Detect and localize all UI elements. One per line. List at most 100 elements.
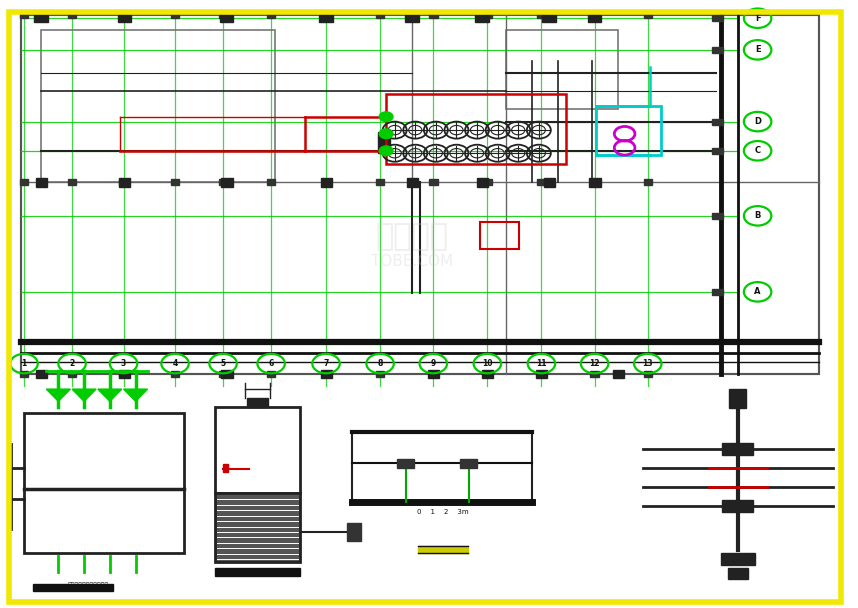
Bar <box>721 553 755 565</box>
Bar <box>376 179 384 185</box>
Text: TOBE.COM: TOBE.COM <box>371 254 453 269</box>
Bar <box>477 178 488 187</box>
Bar <box>482 370 493 378</box>
Bar <box>119 371 128 377</box>
Bar <box>596 106 661 155</box>
Bar <box>712 15 723 21</box>
Bar <box>712 289 723 295</box>
Bar <box>483 179 492 185</box>
Text: F: F <box>755 14 760 22</box>
Polygon shape <box>72 389 96 401</box>
Bar <box>68 371 76 377</box>
Text: 7: 7 <box>323 359 329 368</box>
Circle shape <box>379 146 393 156</box>
Bar <box>428 370 439 378</box>
Bar <box>68 12 76 18</box>
Bar <box>537 12 546 18</box>
Bar <box>397 459 414 468</box>
Bar <box>613 370 624 378</box>
Bar <box>171 12 179 18</box>
Bar <box>322 12 330 18</box>
Bar <box>214 568 300 576</box>
Text: A: A <box>754 288 761 296</box>
Bar <box>418 546 443 553</box>
Bar <box>429 179 438 185</box>
Bar <box>267 371 275 377</box>
Bar <box>321 370 332 378</box>
Bar <box>119 178 130 187</box>
Polygon shape <box>124 389 148 401</box>
Text: 3: 3 <box>121 359 126 368</box>
Text: 1: 1 <box>21 359 27 368</box>
Bar <box>407 178 418 187</box>
Bar <box>219 371 227 377</box>
Bar <box>119 12 128 18</box>
Polygon shape <box>98 389 122 401</box>
Bar <box>322 371 330 377</box>
Bar <box>267 179 275 185</box>
Text: 0    1    2    3m: 0 1 2 3m <box>417 509 468 515</box>
Bar <box>378 132 390 141</box>
Bar <box>712 148 723 154</box>
Bar <box>352 432 532 502</box>
Bar <box>267 12 275 18</box>
Bar <box>537 179 546 185</box>
Bar <box>214 407 300 492</box>
Bar <box>644 12 652 18</box>
Bar <box>544 178 555 187</box>
Text: 土木在线: 土木在线 <box>375 223 449 252</box>
Text: 4: 4 <box>172 359 178 368</box>
Text: 10: 10 <box>482 359 492 368</box>
Bar <box>590 179 599 185</box>
Text: 13: 13 <box>643 359 653 368</box>
Text: E: E <box>755 46 760 54</box>
Bar <box>506 30 618 109</box>
Bar <box>20 179 28 185</box>
Bar <box>537 371 546 377</box>
Bar <box>221 370 233 378</box>
Bar <box>321 178 332 187</box>
Bar <box>219 179 227 185</box>
Bar <box>729 389 746 407</box>
Bar <box>33 584 113 591</box>
Text: 9: 9 <box>431 359 436 368</box>
Bar <box>443 546 468 553</box>
Bar <box>590 371 599 377</box>
Bar <box>589 178 601 187</box>
Circle shape <box>379 112 393 122</box>
Bar <box>221 178 233 187</box>
Bar <box>590 12 599 18</box>
Bar <box>536 370 547 378</box>
Bar <box>247 398 268 407</box>
Bar <box>24 413 184 553</box>
Text: 5: 5 <box>221 359 226 368</box>
Bar <box>712 47 723 53</box>
Bar <box>36 370 47 378</box>
Bar <box>214 492 300 562</box>
Bar <box>319 15 333 22</box>
Bar <box>386 94 566 164</box>
Bar <box>460 459 477 468</box>
Bar <box>378 141 390 153</box>
Bar <box>483 371 492 377</box>
Bar <box>20 371 28 377</box>
Bar <box>712 119 723 125</box>
Bar <box>36 178 47 187</box>
Bar <box>34 15 48 22</box>
Bar <box>119 179 128 185</box>
Bar <box>171 179 179 185</box>
Bar <box>21 15 819 374</box>
Bar <box>712 213 723 219</box>
Bar <box>322 179 330 185</box>
Bar <box>119 370 130 378</box>
Circle shape <box>379 129 393 139</box>
Bar <box>728 568 748 579</box>
Bar <box>542 15 556 22</box>
Bar <box>20 12 28 18</box>
Bar <box>376 371 384 377</box>
Text: B: B <box>754 212 761 220</box>
Text: C: C <box>754 147 761 155</box>
Bar <box>68 179 76 185</box>
Bar <box>722 443 753 455</box>
Text: 8: 8 <box>378 359 383 368</box>
